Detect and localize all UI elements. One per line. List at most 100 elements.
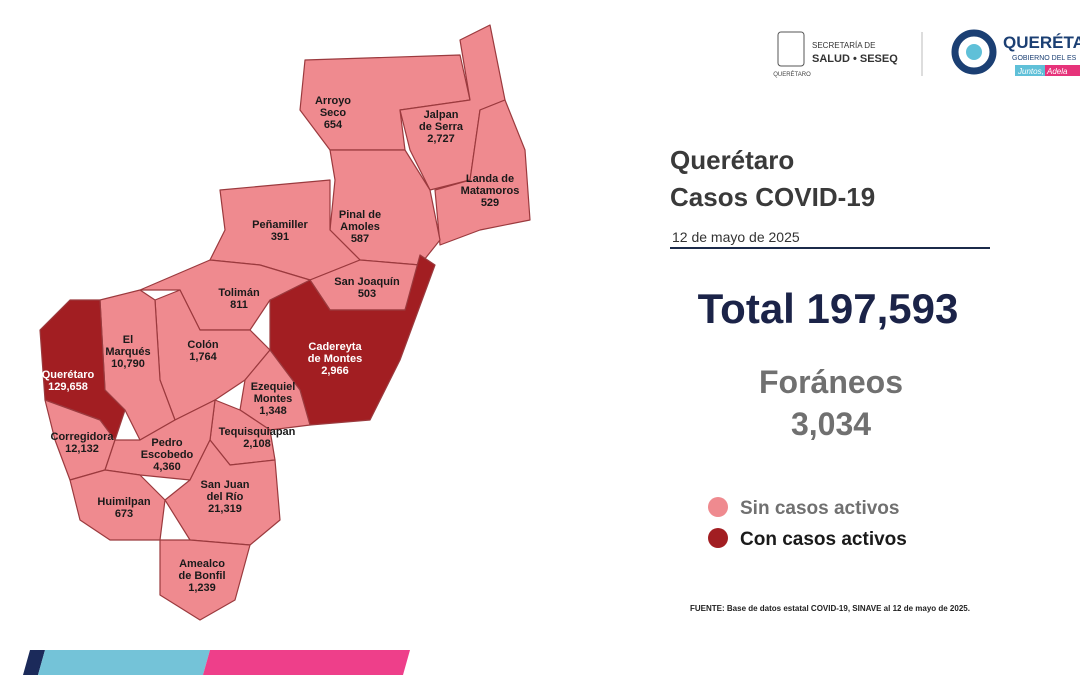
- municipality-cases: 391: [271, 231, 289, 243]
- slogan-box: [1015, 65, 1045, 76]
- source: FUENTE: Base de datos estatal COVID-19, …: [690, 604, 970, 613]
- stripe: [203, 650, 410, 675]
- municipality-cases: 654: [324, 119, 343, 131]
- municipality-name: Pinal de: [339, 209, 381, 221]
- municipality-name: Huimilpan: [97, 496, 150, 508]
- municipality-name: Jalpan: [424, 109, 459, 121]
- municipality-name: Escobedo: [141, 449, 194, 461]
- slogan: Adela: [1046, 67, 1068, 76]
- municipality-name: El: [123, 334, 133, 346]
- municipality-cases: 2,966: [321, 365, 349, 377]
- region: [164, 439, 281, 546]
- municipality-cases: 4,360: [153, 461, 181, 473]
- legend-label: Con casos activos: [740, 529, 907, 550]
- municipality-name: San Juan: [201, 479, 250, 491]
- municipality-name: Corregidora: [51, 431, 115, 443]
- municipality-name: de Serra: [419, 121, 464, 133]
- municipality-name: Peñamiller: [252, 219, 308, 231]
- municipality-cases: 1,239: [188, 582, 216, 594]
- legend-label: Sin casos activos: [740, 498, 899, 519]
- municipality-name: Tolimán: [218, 287, 260, 299]
- municipality-cases: 12,132: [65, 443, 99, 455]
- municipality-cases: 529: [481, 197, 499, 209]
- municipality-cases: 10,790: [111, 358, 145, 370]
- municipality-name: de Bonfil: [178, 570, 225, 582]
- municipality-name: Tequisquiapan: [219, 426, 296, 438]
- municipality-cases: 1,764: [189, 351, 217, 363]
- coat-of-arms: [777, 31, 805, 67]
- title: Casos COVID-19: [670, 182, 875, 212]
- secretaria-line: SALUD • SESEQ: [812, 53, 898, 65]
- municipality-name: Querétaro: [42, 369, 95, 381]
- municipality-name: Matamoros: [461, 185, 520, 197]
- legend-swatch: [708, 497, 728, 517]
- region: [159, 539, 251, 621]
- municipality-cases: 503: [358, 288, 376, 300]
- municipality-cases: 2,108: [243, 438, 271, 450]
- legend-swatch: [708, 528, 728, 548]
- municipality-cases: 129,658: [48, 381, 88, 393]
- brand-logo: [966, 44, 982, 60]
- municipality-cases: 673: [115, 508, 133, 520]
- foraneos-label: Foráneos: [759, 364, 903, 400]
- municipality-name: Amoles: [340, 221, 380, 233]
- municipality-cases: 2,727: [427, 133, 455, 145]
- brand-logo: [951, 29, 997, 75]
- municipality-cases: 811: [230, 299, 248, 311]
- municipality-name: Marqués: [105, 346, 150, 358]
- region: [69, 469, 166, 541]
- municipality-name: Amealco: [179, 558, 225, 570]
- foraneos-value: 3,034: [791, 406, 871, 442]
- municipality-name: Montes: [254, 393, 293, 405]
- municipality-name: San Joaquín: [334, 276, 400, 288]
- secretaria-line: SECRETARÍA DE: [812, 41, 875, 50]
- slogan: Juntos,: [1017, 67, 1044, 76]
- region: [399, 24, 506, 191]
- municipality-name: Arroyo: [315, 95, 351, 107]
- stripe: [38, 650, 210, 675]
- municipality-cases: 21,319: [208, 503, 242, 515]
- municipality-name: Colón: [187, 339, 218, 351]
- title: Querétaro: [670, 145, 794, 175]
- municipality-name: Landa de: [466, 173, 514, 185]
- municipality-name: Cadereyta: [308, 341, 362, 353]
- date: 12 de mayo de 2025: [672, 229, 800, 245]
- municipality-name: de Montes: [308, 353, 362, 365]
- region: [299, 54, 471, 151]
- legend: Sin casos activos Con casos activos: [708, 497, 907, 550]
- municipality-name: Pedro: [151, 437, 182, 449]
- total: Total 197,593: [698, 285, 959, 332]
- stripe: [23, 650, 45, 675]
- municipality-name: del Río: [207, 491, 244, 503]
- municipality-cases: 1,348: [259, 405, 287, 417]
- municipality-cases: 587: [351, 233, 369, 245]
- brand-sub: GOBIERNO DEL ES: [1012, 55, 1077, 62]
- municipality-name: Seco: [320, 107, 347, 119]
- map: [39, 24, 531, 621]
- brand: QUERÉTA: [1003, 33, 1080, 52]
- municipality-name: Ezequiel: [251, 381, 296, 393]
- region: [434, 99, 531, 246]
- gov-label: QUERÉTARO: [773, 71, 811, 78]
